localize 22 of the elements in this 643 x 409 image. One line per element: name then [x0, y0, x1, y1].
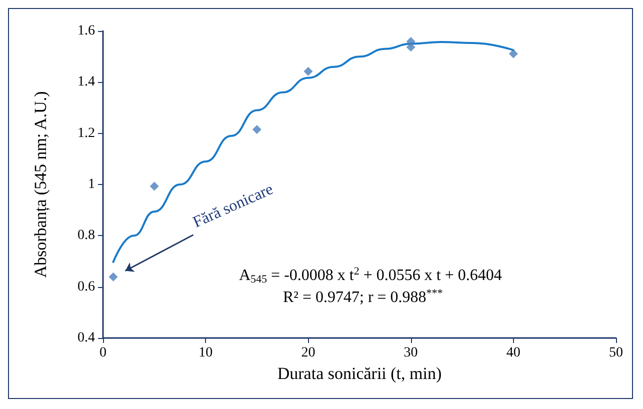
y-axis-title: Absorbanța (545 nm; A.U.) — [31, 91, 50, 278]
x-tick-label: 30 — [404, 346, 418, 360]
y-tick-label: 1 — [88, 177, 95, 192]
point — [252, 124, 262, 134]
point — [150, 182, 159, 191]
y-tick-label: 1.4 — [78, 74, 95, 90]
point — [508, 49, 518, 58]
x-tick-label: 40 — [506, 346, 520, 360]
x-tick-label: 50 — [609, 346, 623, 360]
point — [406, 42, 416, 52]
x-tick-label: 0 — [100, 346, 106, 360]
x-tick-label: 10 — [198, 346, 213, 360]
point — [108, 272, 118, 282]
y-tick-label: 0.6 — [78, 279, 95, 294]
annotation: R² = 0.9747; r = 0.988*** — [283, 288, 443, 306]
x-tick-label: 20 — [301, 346, 316, 360]
point — [304, 66, 313, 76]
y-tick-label: 1.2 — [78, 126, 95, 141]
y-tick-label: 1.6 — [78, 24, 95, 38]
y-tick-label: 0.4 — [78, 330, 95, 346]
x-axis-title: Durata sonicării (t, min) — [277, 364, 442, 383]
y-tick-label: 0.8 — [78, 228, 95, 244]
